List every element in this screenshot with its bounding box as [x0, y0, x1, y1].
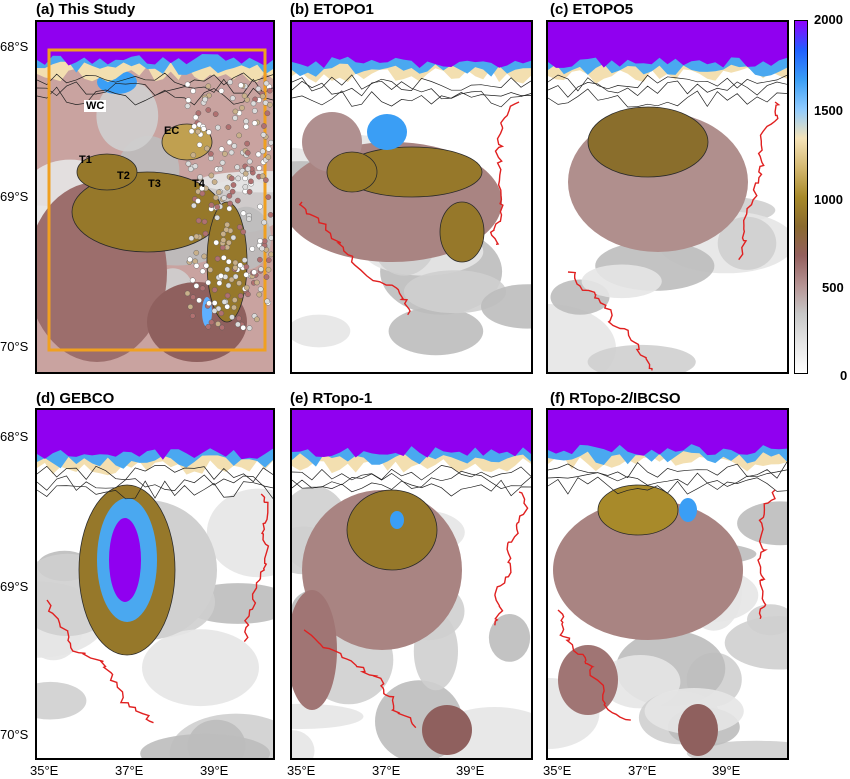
- lat-tick-69-top: 69°S: [0, 189, 29, 204]
- bathymetry-map: [37, 22, 273, 372]
- lon-tick-37-f: 37°E: [628, 763, 657, 778]
- colorbar-tick-2000: 2000: [814, 12, 843, 27]
- lon-tick-35-e: 35°E: [287, 763, 316, 778]
- panel-title-a: (a) This Study: [36, 1, 136, 18]
- bathymetry-map: [548, 22, 787, 372]
- bathymetry-map: [292, 22, 531, 372]
- bathymetry-map: [548, 410, 787, 758]
- panel-title-d: (d) GEBCO: [36, 390, 115, 407]
- lon-tick-39-d: 39°E: [200, 763, 229, 778]
- depth-colorbar: [794, 20, 808, 374]
- lat-tick-69-bottom: 69°S: [0, 579, 29, 594]
- lon-tick-37-e: 37°E: [372, 763, 401, 778]
- bathymetry-map: [292, 410, 531, 758]
- map-panel-etopo5: [546, 20, 789, 374]
- lon-tick-35-d: 35°E: [30, 763, 59, 778]
- lat-tick-70-bottom: 70°S: [0, 727, 29, 742]
- colorbar-tick-500: 500: [822, 280, 844, 295]
- region-label-wc: WC: [84, 100, 107, 112]
- panel-title-b: (b) ETOPO1: [290, 1, 374, 18]
- colorbar-tick-1000: 1000: [814, 192, 843, 207]
- map-panel-rtopo2-ibcso: [546, 408, 789, 760]
- lon-tick-37-d: 37°E: [115, 763, 144, 778]
- lat-tick-70-top: 70°S: [0, 339, 29, 354]
- colorbar-tick-0: 0: [840, 368, 848, 383]
- bathymetry-map: [37, 410, 273, 758]
- map-panel-etopo1: [290, 20, 533, 374]
- panel-title-f: (f) RTopo-2/IBCSO: [550, 390, 681, 407]
- lat-tick-68-top: 68°S: [0, 39, 29, 54]
- map-panel-this-study: [35, 20, 275, 374]
- map-panel-rtopo1: [290, 408, 533, 760]
- region-label-t1: T1: [79, 154, 92, 166]
- lon-tick-39-f: 39°E: [712, 763, 741, 778]
- lon-tick-35-f: 35°E: [543, 763, 572, 778]
- panel-title-c: (c) ETOPO5: [550, 1, 634, 18]
- colorbar-tick-1500: 1500: [814, 103, 843, 118]
- panel-title-e: (e) RTopo-1: [290, 390, 373, 407]
- region-label-t4: T4: [192, 178, 205, 190]
- lat-tick-68-bottom: 68°S: [0, 429, 29, 444]
- region-label-t2: T2: [117, 170, 130, 182]
- map-panel-gebco: [35, 408, 275, 760]
- region-label-t3: T3: [148, 178, 161, 190]
- lon-tick-39-e: 39°E: [456, 763, 485, 778]
- region-label-ec: EC: [164, 125, 180, 137]
